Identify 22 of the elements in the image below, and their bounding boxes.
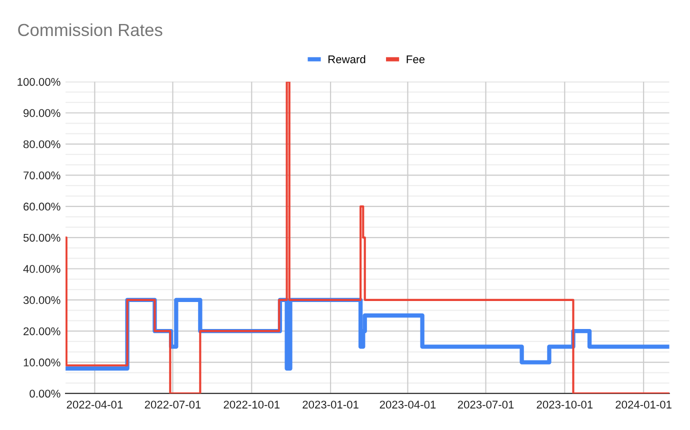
- y-tick-label: 100.00%: [18, 78, 60, 86]
- y-tick-label: 10.00%: [24, 358, 60, 366]
- x-tick-label: 2023-07-01: [458, 400, 514, 409]
- y-tick-label: 70.00%: [24, 171, 60, 180]
- y-tick-label: 0.00%: [30, 390, 60, 398]
- x-tick-label: 2024-01-01: [616, 400, 672, 409]
- y-tick-label: 50.00%: [23, 234, 60, 242]
- y-tick-label: 80.00%: [23, 140, 60, 148]
- x-tick-label: 2022-07-01: [144, 400, 201, 409]
- x-tick-label: 2023-01-01: [302, 400, 358, 409]
- x-tick-label: 2023-04-01: [380, 400, 436, 409]
- y-tick-label: 60.00%: [24, 202, 60, 211]
- legend-label: Reward: [328, 55, 366, 64]
- y-tick-label: 90.00%: [24, 109, 60, 118]
- x-tick-label: 2022-04-01: [66, 400, 123, 409]
- x-tick-label: 2022-10-01: [224, 400, 280, 409]
- legend-label: Fee: [406, 56, 425, 64]
- x-tick-label: 2023-10-01: [536, 400, 593, 409]
- y-tick-label: 40.00%: [23, 265, 60, 273]
- y-tick-label: 30.00%: [23, 296, 60, 304]
- y-tick-label: 20.00%: [24, 327, 60, 336]
- chart-title: Commission Rates: [18, 23, 162, 36]
